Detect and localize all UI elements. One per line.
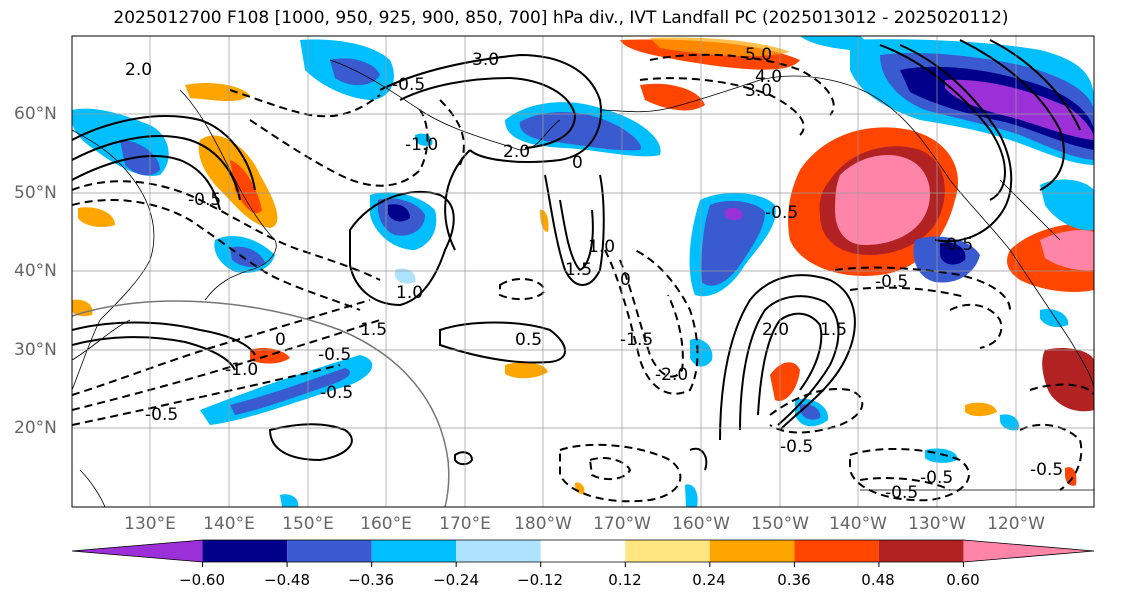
contour-label: 0.5 [515, 330, 542, 350]
reference-circle [72, 300, 450, 507]
contours-negative [72, 53, 1094, 503]
contours-positive [72, 39, 1081, 471]
contour-label: -0.5 [875, 272, 908, 292]
lat-label: 40°N [14, 261, 57, 281]
contour-label: -0.5 [780, 437, 813, 457]
contour-label: -0.5 [1030, 460, 1063, 480]
map-frame [71, 35, 1095, 508]
contour-label: 1.0 [588, 237, 615, 257]
colorbar [71, 539, 1095, 567]
colorbar-segment [878, 540, 964, 562]
map-title: 2025012700 F108 [1000, 950, 925, 900, 85… [113, 8, 1009, 28]
colorbar-tick-label: −0.48 [264, 571, 310, 589]
graticule [72, 36, 1094, 507]
colorbar-segment [963, 540, 1094, 562]
contour-label: -0.5 [920, 468, 953, 488]
contour-label: -0.5 [765, 203, 798, 223]
contour-label: 0 [572, 153, 583, 173]
contour-label: -2.0 [655, 365, 688, 385]
contour-label: 3.0 [472, 50, 499, 70]
contour-label: 2.0 [762, 320, 789, 340]
colorbar-tick-label: 0.24 [692, 571, 726, 589]
contour-label: 1.5 [360, 320, 387, 340]
lat-label: 50°N [14, 183, 57, 203]
lon-label: 170°W [593, 514, 651, 534]
colorbar-tick-label: 0.60 [946, 571, 980, 589]
contour-label: 4.0 [755, 67, 782, 87]
contour-labels: 3.0 2.0 0 -0.5 5.0 4.0 3.0 -1.0 2.0 1.5 … [125, 45, 1063, 503]
contour-label: 5.0 [745, 45, 772, 65]
colorbar-segment [202, 540, 288, 562]
contour-label: 1.5 [565, 260, 592, 280]
colorbar-tick-label: 0.48 [861, 571, 895, 589]
lon-label: 130°E [124, 514, 176, 534]
contour-label: -1.0 [405, 135, 438, 155]
colorbar-tick-label: −0.36 [348, 571, 394, 589]
contour-label: -1.5 [620, 330, 653, 350]
lon-label: 160°W [672, 514, 730, 534]
colorbar-tick-label: 0.12 [608, 571, 642, 589]
contour-label: -0.5 [318, 345, 351, 365]
contour-label: 3.0 [745, 81, 772, 101]
lon-label: 180°W [514, 514, 572, 534]
contour-label: -0.5 [940, 235, 973, 255]
colorbar-tick-label: −0.12 [517, 571, 563, 589]
lon-label: 140°W [829, 514, 887, 534]
contour-label: 2.0 [503, 142, 530, 162]
contour-label: -0.5 [188, 190, 221, 210]
lon-label: 140°E [203, 514, 255, 534]
contour-label: -0.5 [392, 75, 425, 95]
lon-label: 150°W [751, 514, 809, 534]
colorbar-segment [709, 540, 795, 562]
colorbar-segment [287, 540, 372, 562]
contour-label: 2.0 [125, 60, 152, 80]
contour-label: -0.5 [885, 483, 918, 503]
contour-label: 0 [275, 330, 286, 350]
lat-label: 60°N [14, 104, 57, 124]
colorbar-tick-label: −0.60 [179, 571, 225, 589]
colorbar-tick-label: 0.36 [777, 571, 811, 589]
contour-label: -0.5 [320, 383, 353, 403]
colorbar-segment [794, 540, 879, 562]
lat-label: 20°N [14, 418, 57, 438]
lon-label: 170°E [439, 514, 491, 534]
lon-label: 120°W [987, 514, 1045, 534]
contour-label: -0.5 [145, 405, 178, 425]
lat-label: 30°N [14, 340, 57, 360]
lon-label: 130°W [908, 514, 966, 534]
lon-label: 160°E [360, 514, 412, 534]
contour-label: -1.0 [225, 360, 258, 380]
colorbar-segment [72, 540, 203, 562]
colorbar-segment [371, 540, 457, 562]
contour-label: 1.5 [820, 320, 847, 340]
colorbar-segment [540, 540, 626, 562]
colorbar-tick-label: −0.24 [433, 571, 479, 589]
contour-label: 0 [620, 270, 631, 290]
lon-label: 150°E [282, 514, 334, 534]
colorbar-segment [456, 540, 541, 562]
colorbar-segment [625, 540, 710, 562]
contour-label: 1.0 [396, 283, 423, 303]
